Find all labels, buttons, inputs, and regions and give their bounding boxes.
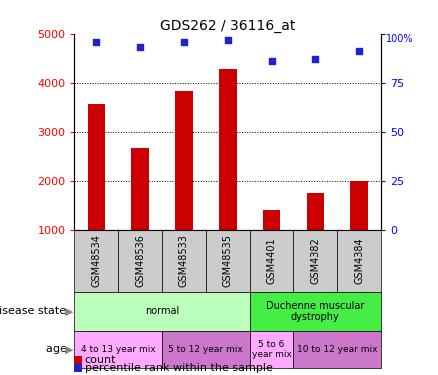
Bar xyxy=(337,230,381,292)
Bar xyxy=(74,230,118,292)
Text: 4 to 13 year mix: 4 to 13 year mix xyxy=(81,345,155,354)
Bar xyxy=(118,230,162,292)
Text: ▶: ▶ xyxy=(65,344,74,354)
Bar xyxy=(74,292,250,331)
Bar xyxy=(162,331,250,368)
Bar xyxy=(307,193,324,230)
Bar xyxy=(293,331,381,368)
Bar xyxy=(88,104,105,230)
Text: percentile rank within the sample: percentile rank within the sample xyxy=(85,363,272,373)
Text: GSM48536: GSM48536 xyxy=(135,234,145,287)
Text: GSM4384: GSM4384 xyxy=(354,238,364,284)
Text: 100%: 100% xyxy=(385,34,413,44)
Point xyxy=(268,58,275,64)
Text: disease state: disease state xyxy=(0,306,70,316)
Bar xyxy=(219,69,237,230)
Bar xyxy=(206,230,250,292)
Text: count: count xyxy=(85,355,116,365)
Text: Duchenne muscular
dystrophy: Duchenne muscular dystrophy xyxy=(266,301,364,322)
Bar xyxy=(250,331,293,368)
Text: 5 to 6
year mix: 5 to 6 year mix xyxy=(251,340,292,359)
Bar xyxy=(263,210,280,230)
Point xyxy=(93,39,100,45)
Text: GSM48535: GSM48535 xyxy=(223,234,233,287)
Point xyxy=(180,39,187,45)
Bar xyxy=(250,230,293,292)
Point xyxy=(312,56,319,62)
Bar xyxy=(162,230,206,292)
Bar xyxy=(293,230,337,292)
Point xyxy=(356,48,363,54)
Text: GSM48534: GSM48534 xyxy=(92,234,101,287)
Point xyxy=(137,45,144,51)
Bar xyxy=(350,181,368,230)
Text: GSM4382: GSM4382 xyxy=(311,237,320,284)
Text: 10 to 12 year mix: 10 to 12 year mix xyxy=(297,345,378,354)
Text: ▶: ▶ xyxy=(65,306,74,316)
Text: GSM48533: GSM48533 xyxy=(179,234,189,287)
Text: 5 to 12 year mix: 5 to 12 year mix xyxy=(169,345,243,354)
Bar xyxy=(131,148,149,230)
Bar xyxy=(250,292,381,331)
Bar xyxy=(175,91,193,230)
Bar xyxy=(74,331,162,368)
Text: age: age xyxy=(46,344,70,354)
Point xyxy=(224,37,231,43)
Text: GSM4401: GSM4401 xyxy=(267,238,276,284)
Title: GDS262 / 36116_at: GDS262 / 36116_at xyxy=(160,19,296,33)
Text: normal: normal xyxy=(145,306,179,316)
